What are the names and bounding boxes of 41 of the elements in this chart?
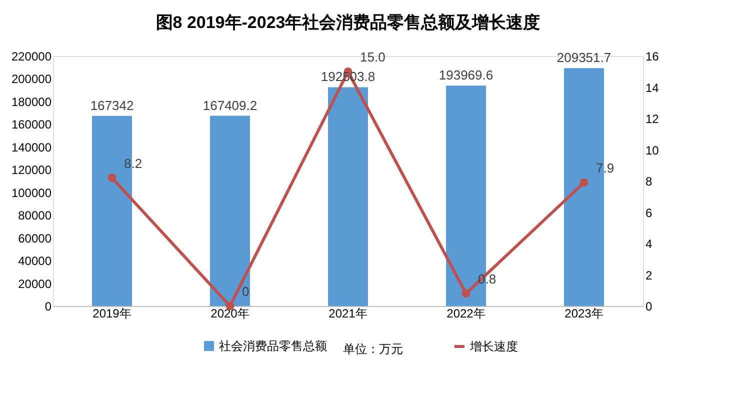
point — [108, 174, 116, 182]
y2-tick-label: 12 — [646, 112, 660, 126]
y2-tick-label: 0 — [646, 300, 652, 314]
x-tick-label: 2019年 — [92, 306, 132, 320]
legend-label: 增长速度 — [469, 340, 518, 354]
y-tick-label: 40000 — [18, 254, 52, 268]
text: 单位：万元 — [343, 342, 403, 356]
y2-tick-label: 16 — [646, 50, 660, 64]
y-tick-label: 140000 — [11, 140, 52, 154]
y2-tick-label: 2 — [646, 268, 652, 282]
point — [462, 289, 470, 298]
data-label: 15.0 — [360, 50, 386, 65]
data-label: 193969.6 — [438, 68, 494, 83]
y-tick-label: 120000 — [11, 163, 52, 178]
y-tick-label: 100000 — [11, 186, 52, 200]
y2-tick-label: 8 — [646, 174, 652, 188]
y-tick-label: 160000 — [11, 118, 52, 132]
x-tick-label: 2021年 — [328, 306, 368, 320]
bar — [210, 116, 250, 306]
y2-tick-label: 14 — [646, 80, 660, 95]
data-label: 209351.7 — [556, 50, 612, 66]
y-tick-label: 220000 — [11, 50, 52, 64]
y-tick-label: 60000 — [18, 231, 52, 246]
x-tick-label: 2023年 — [564, 306, 604, 320]
y2-tick-label: 4 — [646, 237, 652, 251]
data-label: 167342 — [90, 98, 134, 113]
point — [580, 178, 588, 187]
x-tick-label: 2022年 — [446, 306, 486, 320]
bar — [328, 87, 368, 306]
data-label: 0 — [242, 284, 250, 299]
legend-label: 社会消费品零售总额 — [219, 339, 327, 353]
y2-tick-label: 6 — [646, 206, 652, 220]
y-tick-label: 200000 — [11, 72, 52, 86]
y-tick-label: 80000 — [18, 208, 52, 223]
x-tick-label: 2020年 — [210, 306, 250, 320]
chart-title: 图8 2019年-2023年社会消费品零售总额及增长速度 — [156, 13, 540, 32]
y-tick-label: 20000 — [18, 276, 52, 291]
data-label: 167409.2 — [202, 98, 258, 113]
y2-tick-label: 10 — [646, 143, 660, 158]
y-tick-label: 180000 — [11, 94, 52, 109]
y-tick-label: 0 — [44, 300, 52, 314]
